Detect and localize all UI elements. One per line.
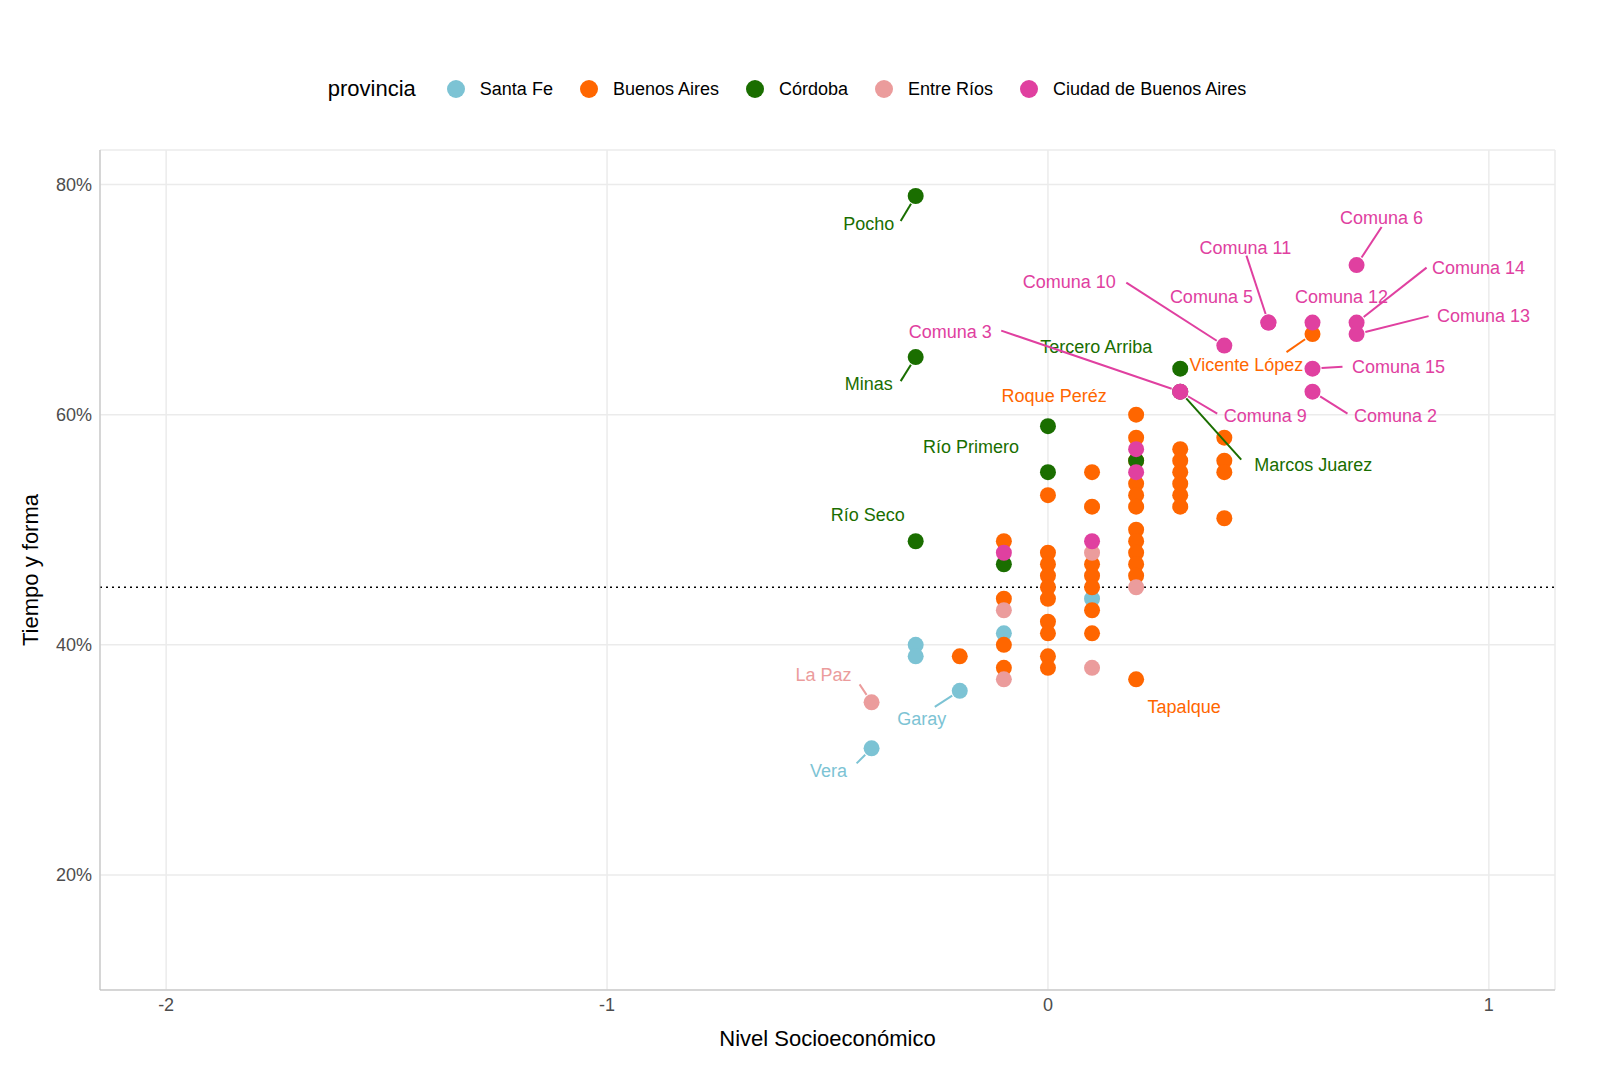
html-text:provincia: provincia	[327, 76, 416, 101]
html-text:Córdoba: Córdoba	[779, 78, 848, 99]
svg-text:La Paz: La Paz	[796, 665, 852, 685]
html-text:Santa Fe: Santa Fe	[479, 78, 553, 99]
svg-text:Tapalque: Tapalque	[1148, 697, 1221, 717]
svg-text:Pocho: Pocho	[843, 214, 894, 234]
svg-text:Minas: Minas	[845, 374, 893, 394]
svg-text:80%: 80%	[56, 175, 92, 195]
svg-text:Comuna 6: Comuna 6	[1340, 208, 1423, 228]
svg-text:Tiempo y forma: Tiempo y forma	[18, 493, 43, 646]
html-text:Entre Ríos: Entre Ríos	[908, 78, 994, 99]
svg-text:Vera: Vera	[810, 761, 848, 781]
svg-text:Tercero Arriba: Tercero Arriba	[1040, 337, 1153, 357]
svg-text:Comuna 9: Comuna 9	[1224, 406, 1307, 426]
svg-text:Comuna 5: Comuna 5	[1170, 287, 1253, 307]
svg-text:Marcos Juarez: Marcos Juarez	[1254, 455, 1372, 475]
svg-text:Vicente López: Vicente López	[1190, 355, 1304, 375]
svg-text:Comuna 12: Comuna 12	[1295, 287, 1388, 307]
svg-text:Comuna 10: Comuna 10	[1023, 272, 1116, 292]
svg-text:20%: 20%	[56, 865, 92, 885]
svg-text:-2: -2	[158, 995, 174, 1015]
svg-text:40%: 40%	[56, 635, 92, 655]
svg-text:Río Seco: Río Seco	[831, 505, 905, 525]
svg-text:Río Primero: Río Primero	[923, 437, 1019, 457]
svg-text:Comuna 14: Comuna 14	[1432, 258, 1525, 278]
html-text:Ciudad de Buenos Aires: Ciudad de Buenos Aires	[1053, 78, 1247, 99]
svg-text:60%: 60%	[56, 405, 92, 425]
svg-text:Nivel Socioeconómico: Nivel Socioeconómico	[719, 1026, 935, 1051]
svg-text:Comuna 11: Comuna 11	[1200, 238, 1292, 258]
svg-text:Roque Peréz: Roque Peréz	[1002, 386, 1107, 406]
svg-text:Comuna 13: Comuna 13	[1437, 306, 1530, 326]
svg-text:Comuna 2: Comuna 2	[1354, 406, 1437, 426]
svg-text:-1: -1	[599, 995, 615, 1015]
svg-text:Comuna 15: Comuna 15	[1352, 357, 1445, 377]
html-text:Buenos Aires: Buenos Aires	[612, 78, 719, 99]
svg-text:1: 1	[1484, 995, 1494, 1015]
svg-text:0: 0	[1043, 995, 1053, 1015]
svg-text:Comuna 3: Comuna 3	[909, 322, 992, 342]
svg-text:Garay: Garay	[897, 709, 946, 729]
